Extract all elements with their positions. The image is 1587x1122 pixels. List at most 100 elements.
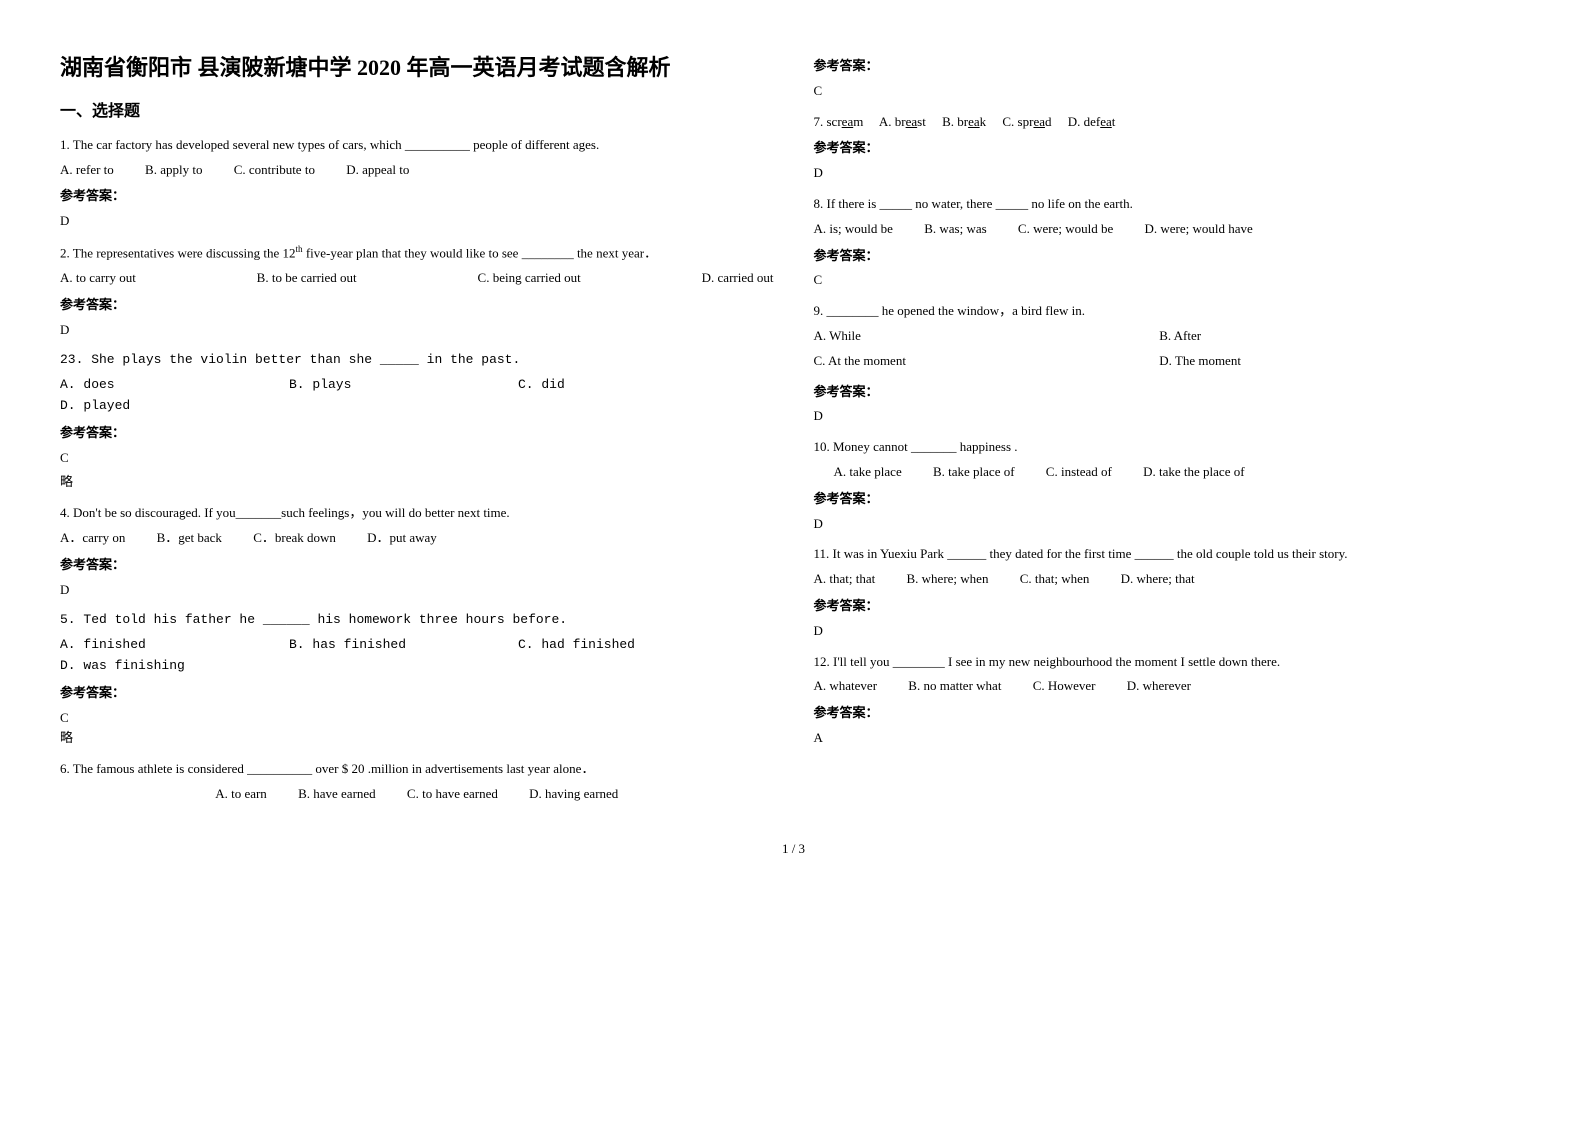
q8-d: D. were; would have	[1144, 221, 1252, 236]
q8-a: A. is; would be	[814, 219, 893, 240]
q2-answer: D	[60, 320, 774, 341]
q2-text-a: 2. The representatives were discussing t…	[60, 245, 296, 260]
q8-text: 8. If there is _____ no water, there ___…	[814, 194, 1528, 215]
q2-d: D. carried out	[702, 268, 774, 289]
q3-answer-label: 参考答案：	[60, 423, 774, 444]
q6-c: C. to have earned	[407, 784, 498, 805]
q4-answer-label: 参考答案：	[60, 555, 774, 576]
q2-c: C. being carried out	[478, 268, 581, 289]
q8-c: C. were; would be	[1018, 219, 1113, 240]
q9-answer-label: 参考答案：	[814, 382, 1528, 403]
q7-c1u: ea	[1033, 114, 1045, 129]
q4-text: 4. Don't be so discouraged. If you______…	[60, 503, 774, 524]
q7-d1u: ea	[1100, 114, 1112, 129]
right-column: 参考答案： C 7. scream A. breast B. break C. …	[814, 50, 1528, 809]
q12-options: A. whatever B. no matter what C. However…	[814, 676, 1528, 697]
q7-text: 7. scream A. breast B. break C. spread D…	[814, 112, 1528, 133]
q3-text: 23. She plays the violin better than she…	[60, 350, 774, 371]
q1-text: 1. The car factory has developed several…	[60, 135, 774, 156]
q7-a1e: st	[917, 114, 926, 129]
q7-b1e: k	[980, 114, 987, 129]
q3-omit: 略	[60, 472, 774, 493]
q12-c: C. However	[1033, 676, 1096, 697]
q2-sup: th	[296, 244, 303, 254]
q5-answer-label: 参考答案：	[60, 683, 774, 704]
q12-b: B. no matter what	[908, 676, 1001, 697]
q1-d: D. appeal to	[346, 162, 409, 177]
q7-stem-b: m	[853, 114, 863, 129]
q4-options: A．carry on B．get back C．break down D．put…	[60, 528, 774, 549]
q3-b: B. plays	[289, 375, 510, 396]
q12-d: D. wherever	[1127, 678, 1191, 693]
q7-ul: ea	[842, 114, 854, 129]
q11-answer: D	[814, 621, 1528, 642]
q10-b: B. take place of	[933, 462, 1015, 483]
q5-d: D. was finishing	[60, 656, 281, 677]
q9-a: A. While	[814, 326, 1156, 347]
q9-b: B. After	[1159, 326, 1501, 347]
q5-answer: C	[60, 708, 774, 729]
q3-c: C. did	[518, 375, 739, 396]
q5-omit: 略	[60, 728, 774, 749]
q10-text: 10. Money cannot _______ happiness .	[814, 437, 1528, 458]
q6-b: B. have earned	[298, 784, 376, 805]
doc-title: 湖南省衡阳市 县演陂新塘中学 2020 年高一英语月考试题含解析	[60, 50, 774, 85]
q11-c: C. that; when	[1020, 569, 1090, 590]
q2-b: B. to be carried out	[257, 268, 357, 289]
q12-a: A. whatever	[814, 676, 878, 697]
q10-c: C. instead of	[1046, 462, 1112, 483]
q2-a: A. to carry out	[60, 268, 136, 289]
q9-text: 9. ________ he opened the window，a bird …	[814, 301, 1528, 322]
q4-c: C．break down	[253, 528, 336, 549]
q3-d: D. played	[60, 396, 281, 417]
q11-d: D. where; that	[1121, 571, 1195, 586]
q5-b: B. has finished	[289, 635, 510, 656]
q8-options: A. is; would be B. was; was C. were; wou…	[814, 219, 1528, 240]
q10-a: A. take place	[834, 462, 902, 483]
q5-options: A. finished B. has finished C. had finis…	[60, 635, 774, 677]
q9-c: C. At the moment	[814, 351, 1156, 372]
q8-answer-label: 参考答案：	[814, 246, 1528, 267]
q9-d: D. The moment	[1159, 351, 1501, 372]
q6-text: 6. The famous athlete is considered ____…	[60, 759, 774, 780]
q8-answer: C	[814, 270, 1528, 291]
q6-answer-label: 参考答案：	[814, 56, 1528, 77]
q1-a: A. refer to	[60, 160, 114, 181]
q4-d: D．put away	[367, 530, 437, 545]
q6-answer: C	[814, 81, 1528, 102]
q11-b: B. where; when	[907, 569, 989, 590]
q10-answer: D	[814, 514, 1528, 535]
q4-a: A．carry on	[60, 528, 125, 549]
q2-text-b: five-year plan that they would like to s…	[303, 245, 658, 260]
q11-answer-label: 参考答案：	[814, 596, 1528, 617]
q11-text: 11. It was in Yuexiu Park ______ they da…	[814, 544, 1528, 565]
page-footer: 1 / 3	[60, 839, 1527, 860]
q3-answer: C	[60, 448, 774, 469]
q1-b: B. apply to	[145, 160, 202, 181]
q7-stem-a: 7. scr	[814, 114, 842, 129]
q7-answer: D	[814, 163, 1528, 184]
section-heading: 一、选择题	[60, 99, 774, 125]
q8-b: B. was; was	[924, 219, 986, 240]
q7-a1: A. br	[879, 114, 906, 129]
q5-a: A. finished	[60, 635, 281, 656]
q11-options: A. that; that B. where; when C. that; wh…	[814, 569, 1528, 590]
q12-answer: A	[814, 728, 1528, 749]
q7-a1u: ea	[906, 114, 918, 129]
q7-c1e: d	[1045, 114, 1052, 129]
q1-c: C. contribute to	[234, 160, 315, 181]
q6-a: A. to earn	[215, 784, 267, 805]
q5-c: C. had finished	[518, 635, 739, 656]
q6-options: A. to earn B. have earned C. to have ear…	[60, 784, 774, 805]
q1-answer: D	[60, 211, 774, 232]
q10-answer-label: 参考答案：	[814, 489, 1528, 510]
q9-options: A. While B. After C. At the moment D. Th…	[814, 326, 1528, 376]
q12-answer-label: 参考答案：	[814, 703, 1528, 724]
q2-options: A. to carry out B. to be carried out C. …	[60, 268, 774, 289]
q3-a: A. does	[60, 375, 281, 396]
q7-b1u: ea	[968, 114, 980, 129]
q10-d: D. take the place of	[1143, 464, 1244, 479]
q9-answer: D	[814, 406, 1528, 427]
q12-text: 12. I'll tell you ________ I see in my n…	[814, 652, 1528, 673]
q4-b: B．get back	[157, 528, 222, 549]
